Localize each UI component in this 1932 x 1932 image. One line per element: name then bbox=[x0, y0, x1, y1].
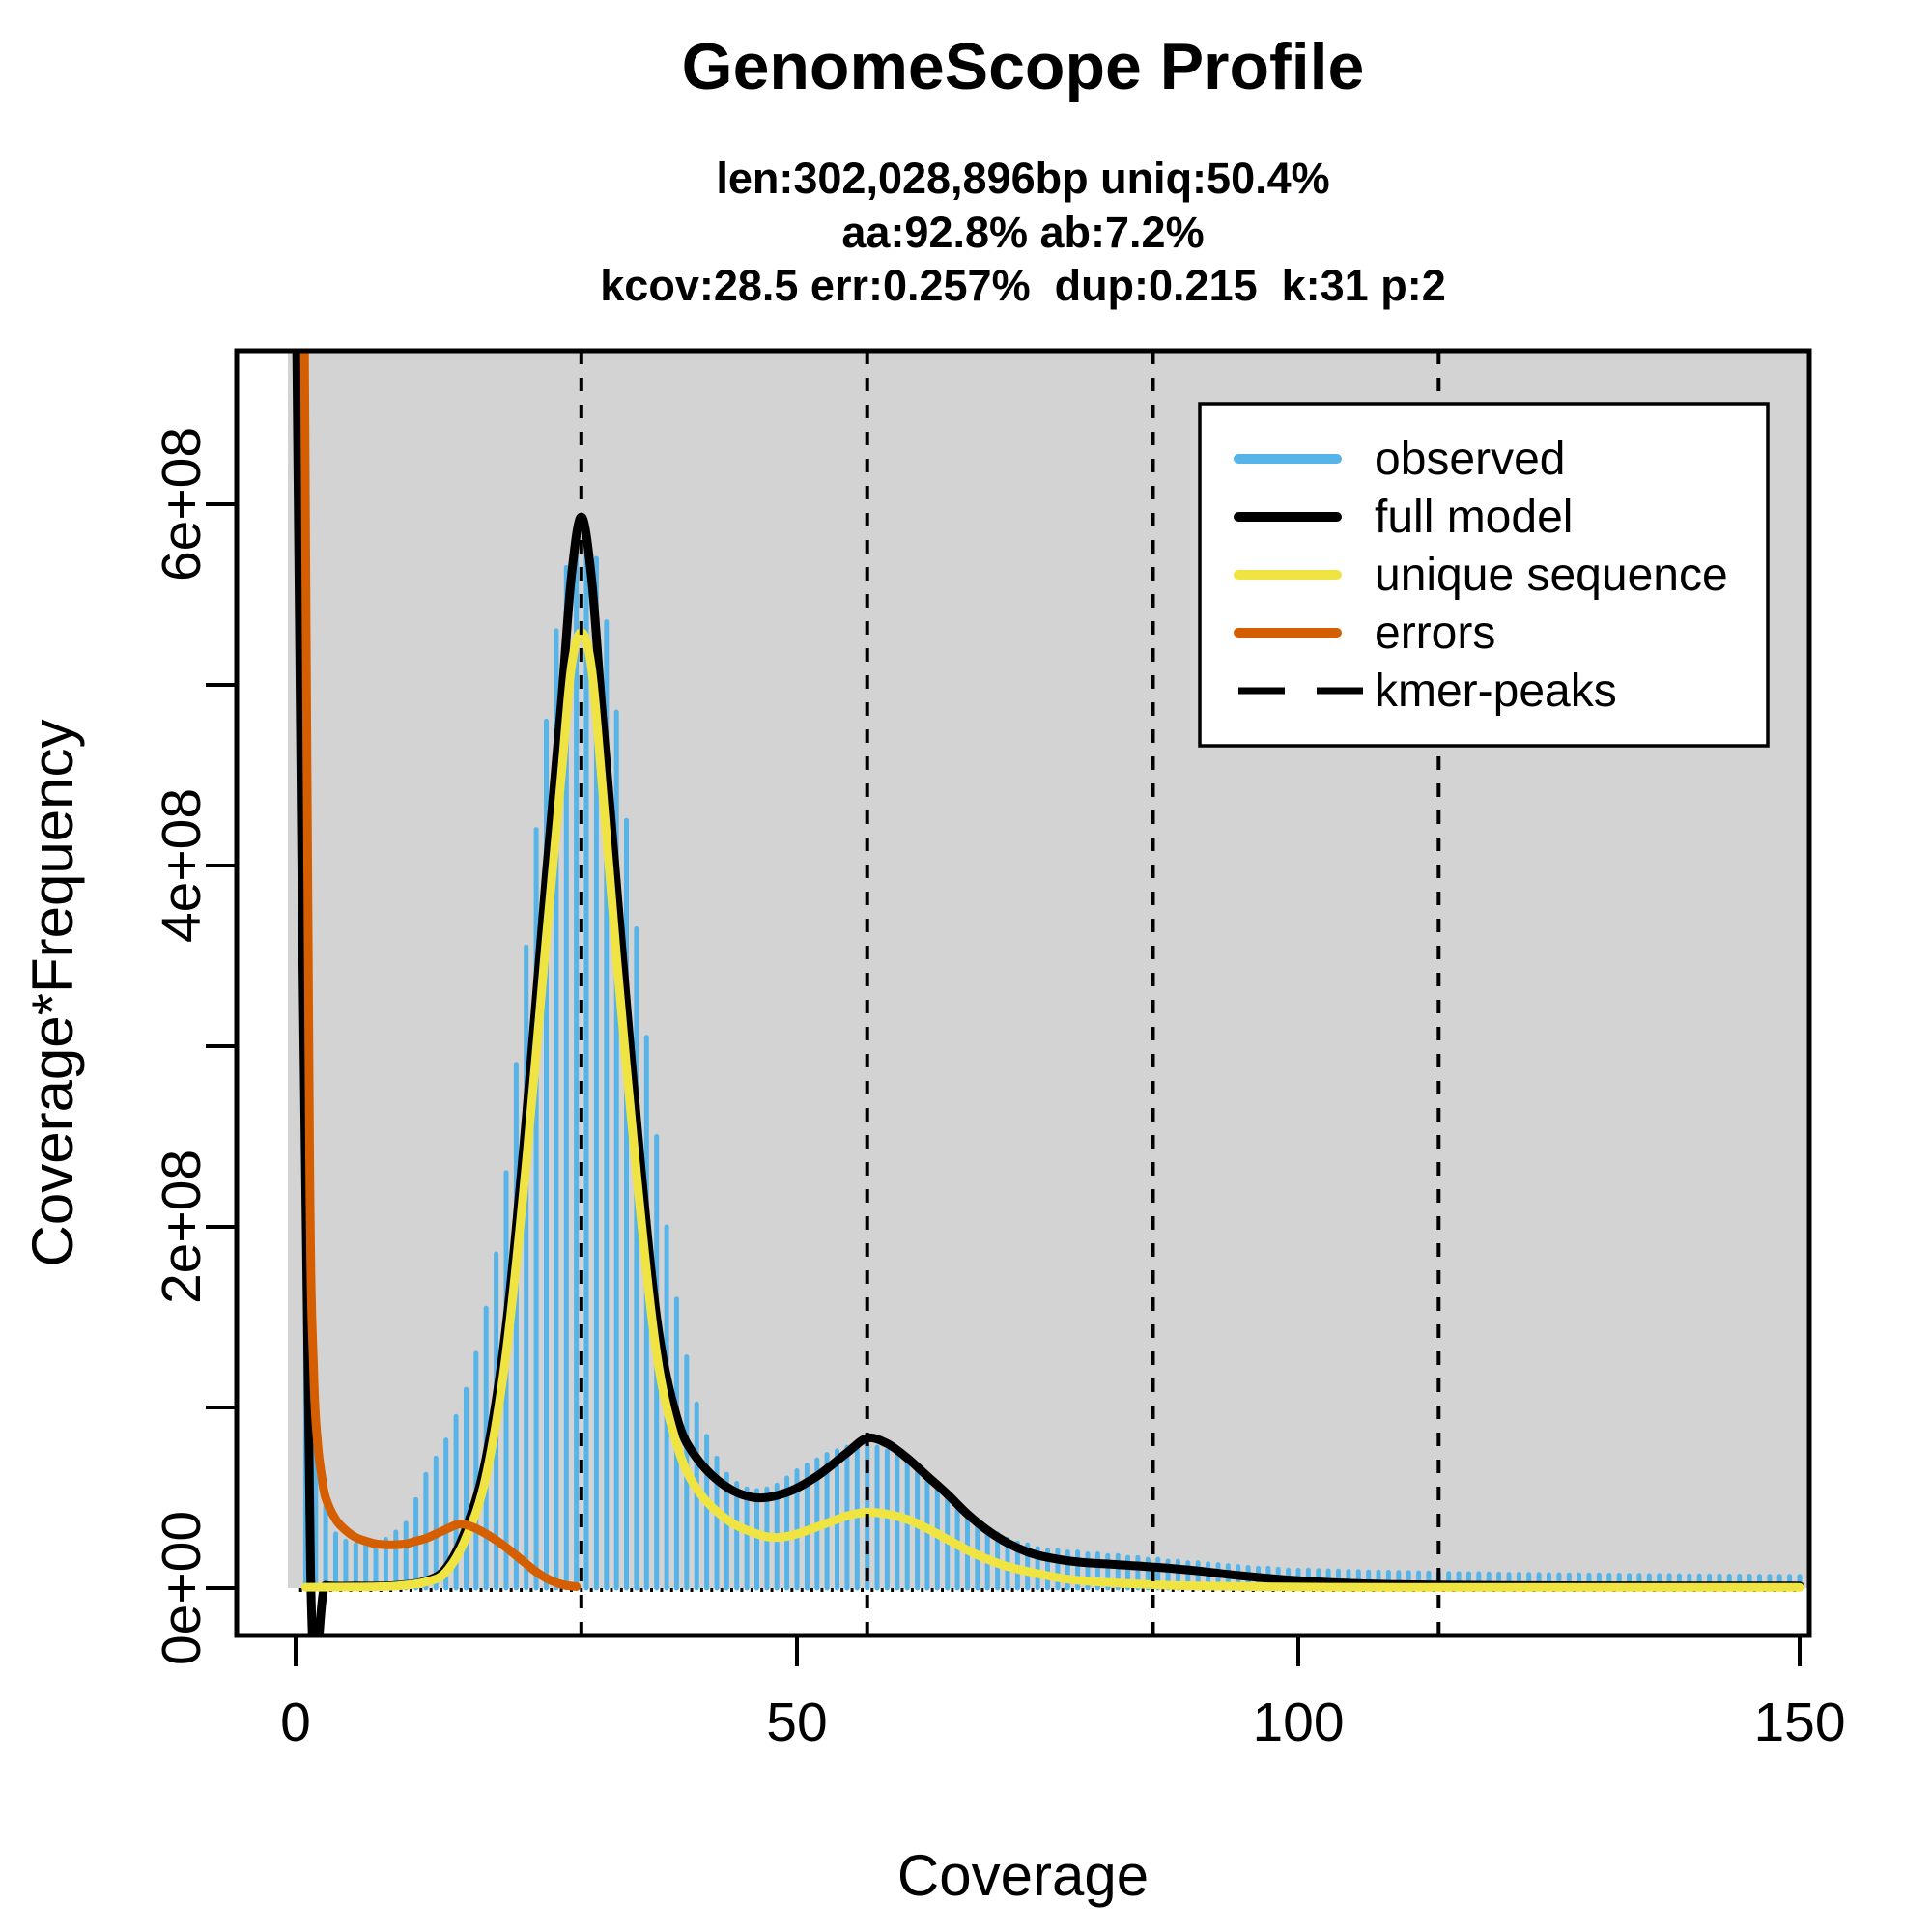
axes: 0 50 100 150 0e+00 2e+08 4e+08 6e+08 bbox=[151, 427, 1846, 1753]
curve-unique-sequence bbox=[300, 628, 1804, 1592]
chart-title: GenomeScope Profile bbox=[682, 30, 1365, 103]
x-tick-label: 0 bbox=[280, 1691, 311, 1753]
chart-subtitle-line2: aa:92.8% ab:7.2% bbox=[841, 208, 1204, 257]
plot-frame bbox=[234, 348, 1812, 1638]
legend-label-full-model: full model bbox=[1375, 492, 1573, 543]
x-tick-label: 50 bbox=[766, 1691, 827, 1753]
curve-errors bbox=[299, 353, 582, 1591]
y-tick-label: 4e+08 bbox=[151, 788, 213, 943]
legend-label-kmer-peaks: kmer-peaks bbox=[1375, 666, 1617, 717]
y-axis-label: Coverage*Frequency bbox=[20, 720, 85, 1267]
chart-subtitle-line1: len:302,028,896bp uniq:50.4% bbox=[716, 154, 1329, 203]
x-axis-label: Coverage bbox=[897, 1843, 1149, 1908]
y-tick-label: 6e+08 bbox=[151, 427, 213, 582]
legend-label-errors: errors bbox=[1375, 608, 1495, 659]
legend: observed full model unique sequence errors k… bbox=[1198, 402, 1770, 748]
y-tick-label: 2e+08 bbox=[151, 1150, 213, 1304]
legend-label-unique-sequence: unique sequence bbox=[1375, 550, 1728, 601]
legend-label-observed: observed bbox=[1375, 434, 1565, 485]
x-tick-label: 100 bbox=[1252, 1691, 1344, 1753]
x-tick-label: 150 bbox=[1753, 1691, 1845, 1753]
chart-subtitle-line3: kcov:28.5 err:0.257% dup:0.215 k:31 p:2 bbox=[600, 261, 1445, 310]
y-tick-label: 0e+00 bbox=[151, 1511, 213, 1665]
